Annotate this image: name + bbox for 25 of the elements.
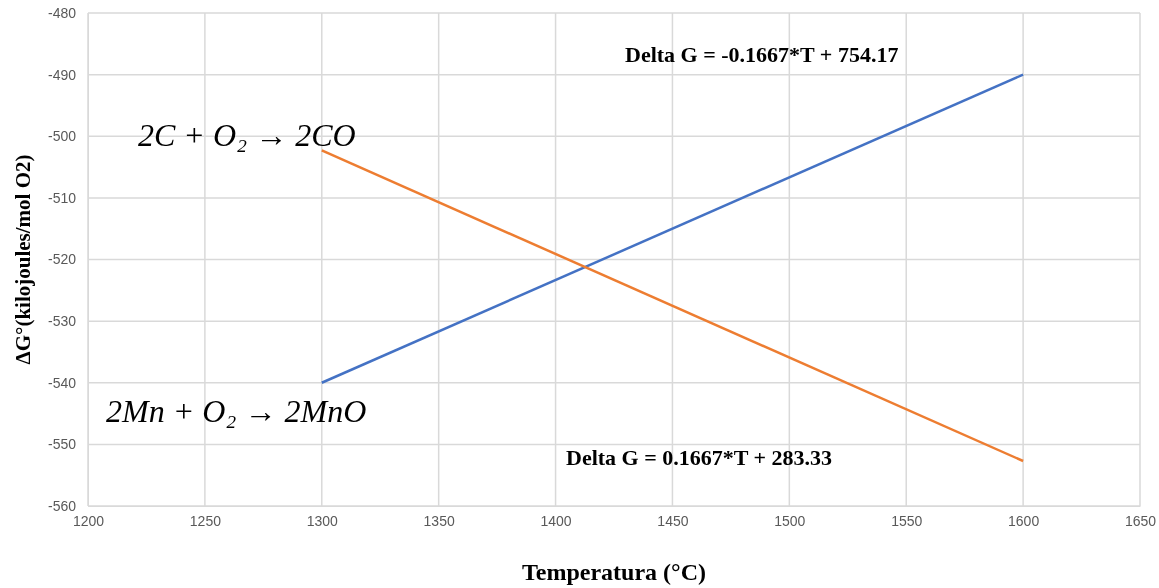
x-tick-label: 1350 (423, 512, 455, 529)
x-tick-label: 1400 (540, 512, 572, 529)
x-tick-label: 1550 (891, 512, 923, 529)
annotation: 2C + O₂ → 2CO (138, 117, 356, 153)
y-tick-label: -500 (47, 128, 77, 145)
annotation: Delta G = 0.1667*T + 283.33 (566, 445, 833, 470)
y-tick-label: -540 (47, 374, 77, 391)
y-tick-label: -550 (47, 436, 77, 453)
x-tick-label: 1650 (1124, 512, 1157, 529)
x-tick-label: 1500 (774, 512, 806, 529)
x-tick-label: 1250 (189, 512, 222, 529)
y-tick-label: -530 (47, 313, 77, 330)
x-axis-title: Temperatura (°C) (521, 559, 707, 585)
y-tick-label: -490 (47, 66, 77, 83)
y-tick-label: -520 (47, 251, 77, 268)
annotation: 2Mn + O₂ → 2MnO (106, 393, 367, 429)
y-tick-label: -560 (47, 497, 77, 514)
y-axis-title: ΔG°(kilojoules/mol O2) (11, 154, 35, 365)
y-tick-label: -510 (47, 189, 77, 206)
x-tick-label: 1300 (306, 512, 339, 529)
x-tick-label: 1600 (1008, 512, 1040, 529)
y-tick-label: -480 (47, 4, 77, 21)
annotation: Delta G = -0.1667*T + 754.17 (625, 42, 899, 67)
x-tick-label: 1450 (657, 512, 689, 529)
x-tick-label: 1200 (72, 512, 105, 529)
